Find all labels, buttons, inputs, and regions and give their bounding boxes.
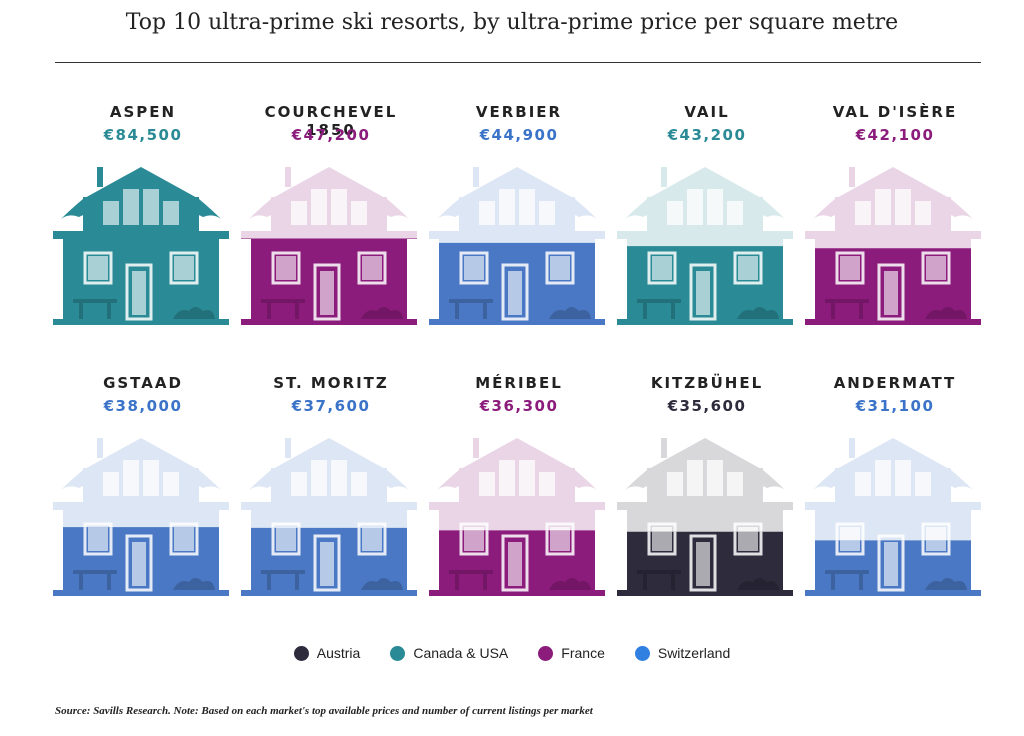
resort-price: €43,200 [667,126,747,144]
resort-price: €38,000 [103,397,183,415]
house-bar [53,438,229,596]
resort-name: KITZBÜHEL [650,374,764,392]
resort-6: ST. MORITZ €37,600 [241,374,421,604]
legend-label: Austria [316,645,361,661]
house-bar [53,167,229,325]
resort-price: €42,100 [855,126,935,144]
house-bar [617,438,793,596]
legend-label: France [561,645,605,661]
resort-1: COURCHEVEL 1850 €47,200 [241,103,421,333]
resort-price: €36,300 [479,397,559,415]
resort-name: VAL D'ISÈRE [832,103,958,121]
resort-3: VAIL €43,200 [617,103,797,333]
house-bar [241,167,417,325]
resort-price: €44,900 [479,126,559,144]
source-note: Source: Savills Research. Note: Based on… [55,705,593,717]
legend-label: Switzerland [657,645,731,661]
resort-name: GSTAAD [103,374,183,392]
resort-name: ASPEN [109,103,177,121]
house-fill [241,238,417,325]
house-bar [805,167,981,325]
house-fill [429,242,605,325]
legend-swatch [634,645,650,661]
house-bar [805,438,981,596]
house-fill [805,540,981,596]
house-bar [241,438,417,596]
resort-name: MÉRIBEL [475,374,563,392]
resort-price: €84,500 [103,126,183,144]
legend-item: Canada & USA [390,645,508,661]
resort-5: GSTAAD €38,000 [53,374,233,604]
legend-item: Switzerland [634,645,731,661]
chart-title: Top 10 ultra-prime ski resorts, by ultra… [125,10,899,35]
resort-name: VERBIER [475,103,563,121]
resort-price: €35,600 [667,397,747,415]
house-fill [53,167,229,325]
house-fill [53,527,229,596]
resort-8: KITZBÜHEL €35,600 [617,374,797,604]
resort-0: ASPEN €84,500 [53,103,233,333]
legend: Austria Canada & USA France Switzerland [0,645,1024,661]
resort-name: ST. MORITZ [273,374,389,392]
legend-label: Canada & USA [413,645,509,661]
resort-7: MÉRIBEL €36,300 [429,374,609,604]
house-fill [429,530,605,596]
resort-name: VAIL [684,103,730,121]
resort-2: VERBIER €44,900 [429,103,609,333]
title-divider [55,62,981,63]
legend-swatch [293,645,309,661]
resort-price: €47,200 [291,126,371,144]
legend-item: France [538,645,605,661]
resort-name: ANDERMATT [833,374,957,392]
house-bar [429,438,605,596]
house-bar [617,167,793,325]
resort-price: €31,100 [855,397,935,415]
house-fill [805,248,981,325]
house-fill [241,527,417,596]
house-bar [429,167,605,325]
resort-price: €37,600 [291,397,371,415]
legend-swatch [538,645,554,661]
house-fill [617,246,793,325]
legend-swatch [390,645,406,661]
resort-name: COURCHEVEL 1850 [264,103,398,139]
house-fill [617,531,793,596]
resort-9: ANDERMATT €31,100 [805,374,985,604]
resort-4: VAL D'ISÈRE €42,100 [805,103,985,333]
legend-item: Austria [293,645,361,661]
